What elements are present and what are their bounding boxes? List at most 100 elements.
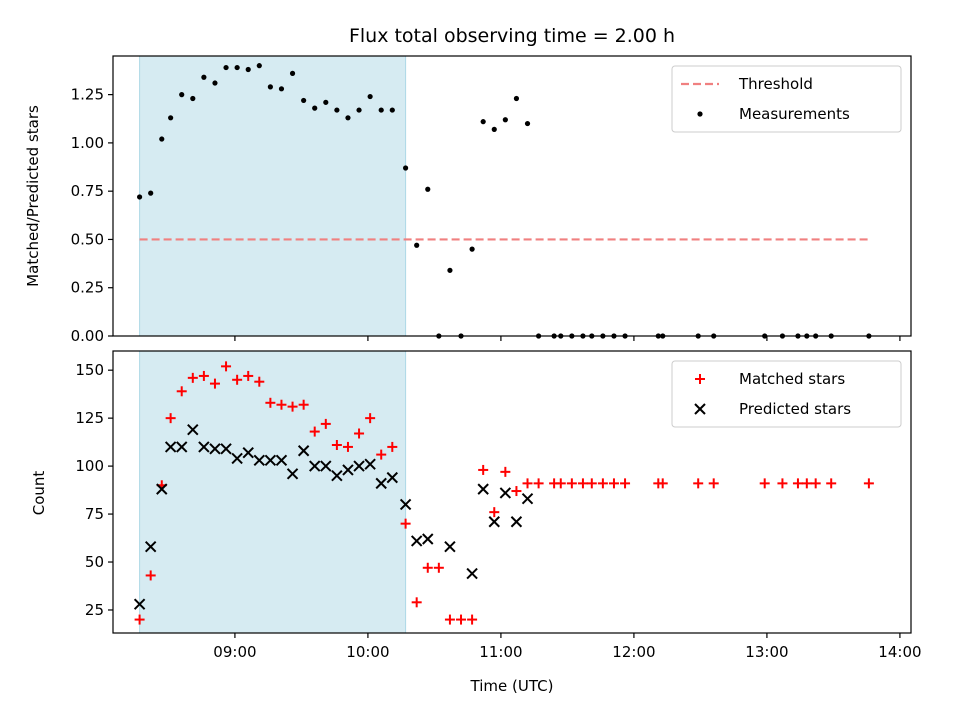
top-y-tick-label: 1.00 [71,134,104,152]
measurement-point [513,95,520,102]
bottom-y-tick-label: 25 [85,601,104,619]
predicted-star-point [521,493,534,505]
predicted-star-point [176,441,188,453]
matched-star-point [693,478,704,489]
predicted-star-point [164,441,177,453]
measurement-point [356,107,362,113]
measurement-point [312,105,318,111]
bottom-y-axis-label: Count [30,471,48,516]
matched-star-point [243,370,254,381]
bottom-y-tick-label: 50 [85,553,104,571]
predicted-star-point [242,446,254,459]
matched-star-point [478,464,489,475]
measurement-point [301,97,307,104]
legend-label: Measurements [739,105,850,123]
measurement-point [480,119,486,125]
measurement-point [403,165,409,171]
predicted-star-point [297,445,310,457]
bottom-shaded-span [139,350,407,634]
measurement-point [334,107,340,113]
measurement-point [378,107,384,113]
matched-star-point [620,478,631,489]
matched-star-point [287,401,298,412]
matched-star-point [577,478,588,489]
matched-star-point [489,507,500,518]
matched-star-point [597,478,608,489]
top-panel: 0.00 0.25 0.50 0.75 1.00 1.25 Threshold Measure… [71,55,912,345]
bottom-x-tick-label: 09:00 [213,643,256,661]
matched-star-point [657,478,668,489]
matched-star-point [500,466,511,477]
matched-star-point [342,441,353,452]
predicted-star-point [264,454,277,467]
measurement-point [524,120,531,127]
predicted-star-point [488,516,500,528]
measurement-point [201,74,207,80]
predicted-star-point [286,468,299,480]
top-y-axis-label: Matched/Predicted stars [24,105,42,287]
matched-star-point [566,478,577,489]
bottom-y-tick-label: 100 [75,457,104,475]
matched-star-point [320,418,331,429]
matched-star-point [298,399,309,410]
bottom-x-tick-label: 13:00 [745,643,788,661]
matched-star-point [422,562,433,573]
matched-star-point [555,478,566,489]
measurement-point [345,115,351,121]
matched-star-point [254,376,265,387]
matched-star-point [792,478,803,489]
predicted-star-point [187,423,199,436]
matched-star-point [708,478,719,489]
measurement-point [389,107,395,113]
matched-star-point [467,614,478,625]
measurement-point [212,80,218,86]
predicted-star-point [399,498,412,511]
bottom-legend: Matched stars Predicted stars [671,360,902,428]
top-y-tick-label: 1.25 [71,86,104,104]
matched-star-point [801,478,812,489]
bottom-x-tick-label: 11:00 [479,643,522,661]
predicted-star-point [309,460,321,472]
measurement-point [414,242,420,248]
top-axes-frame [112,55,912,337]
matched-star-point [209,378,220,389]
matched-star-point [134,614,145,625]
bottom-panel: 25 50 75 100 125 150 09:00 10:00 11:00 12:00 13:00… [75,350,922,661]
matched-star-point [265,397,276,408]
measurement-point [323,99,329,105]
x-axis-label: Time (UTC) [470,677,554,695]
predicted-star-point [353,460,365,472]
measurement-point [148,190,154,196]
measurement-point [223,64,229,71]
predicted-star-point [410,535,423,547]
bottom-x-tick-label: 12:00 [612,643,655,661]
matched-star-point [165,413,176,424]
measurement-point [168,115,174,121]
matched-star-point [777,478,788,489]
predicted-star-point [331,469,343,482]
predicted-star-point [499,487,512,499]
predicted-star-point [422,533,434,545]
legend-measurement-marker [697,111,703,117]
matched-star-point [433,562,444,573]
matched-star-point [411,597,422,608]
measurement-point [190,95,196,102]
measurement-point [502,117,508,123]
predicted-star-point [231,452,243,465]
matched-star-point [863,478,874,489]
predicted-star-point [198,441,210,453]
matched-star-point [232,374,243,385]
top-y-tick-label: 0.00 [71,327,104,345]
bottom-y-tick-label: 75 [85,505,104,523]
predicted-star-point [386,471,399,484]
matched-star-point [608,478,619,489]
top-legend: Threshold Measurements [671,65,902,133]
bottom-series-1 [133,423,534,610]
legend-label: Predicted stars [739,400,851,418]
predicted-star-point [275,454,288,467]
bottom-axes-frame [112,350,912,634]
measurement-point [137,194,143,200]
measurement-point [278,86,285,92]
chart-title: Flux total observing time = 2.00 h [349,25,675,47]
bottom-series-0 [134,361,874,625]
